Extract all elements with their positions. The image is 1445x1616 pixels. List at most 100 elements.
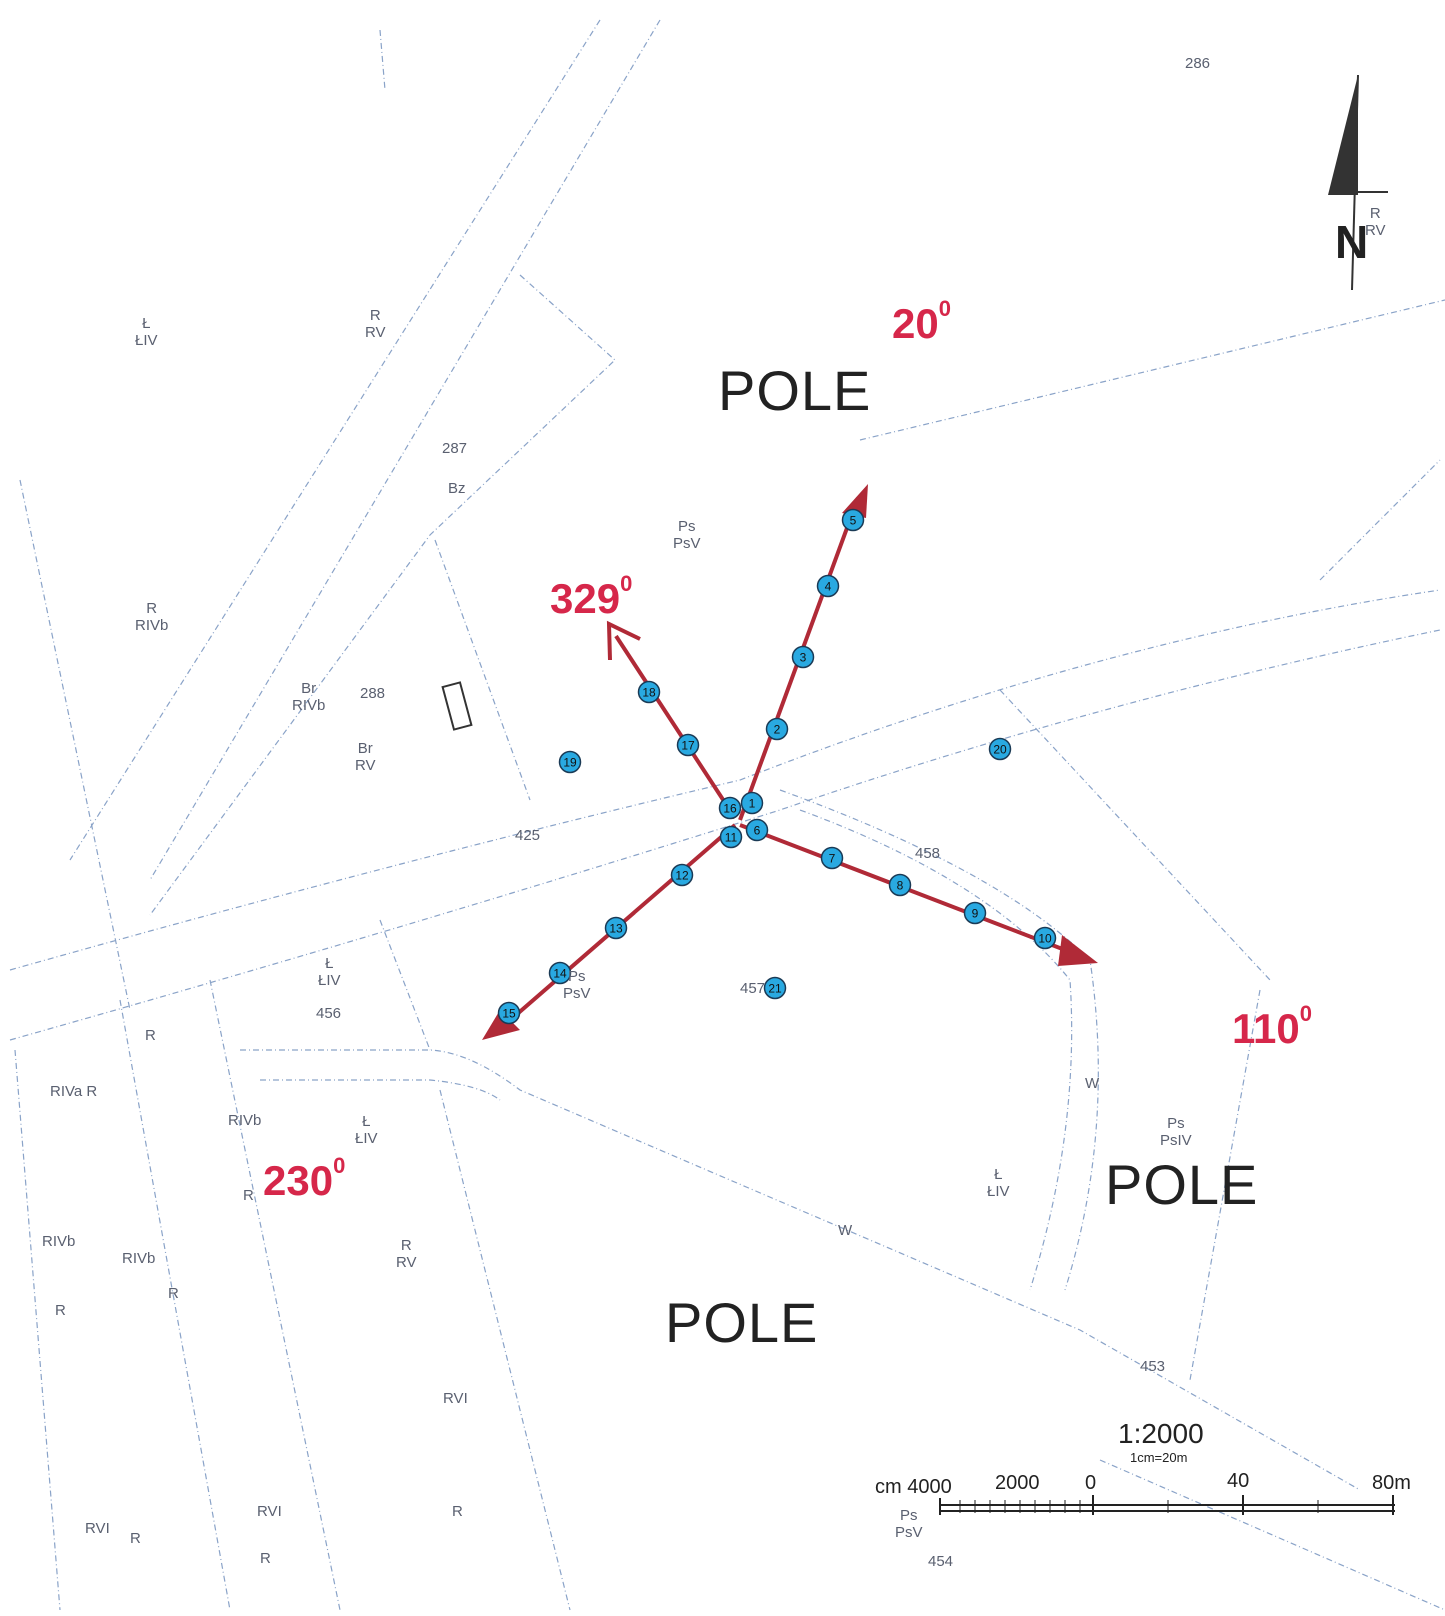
parcel-label: Bz (448, 480, 466, 497)
measurement-point-4: 4 (816, 574, 840, 598)
arrow-329 (614, 634, 737, 820)
measurement-point-11: 11 (719, 825, 743, 849)
parcel-label: 287 (442, 440, 468, 457)
scale-ratio: 1:2000 (1118, 1418, 1204, 1449)
measurement-point-1: 1 (740, 791, 764, 815)
building-outline (441, 681, 473, 731)
measurement-point-2: 2 (765, 717, 789, 741)
measurement-point-label: 11 (725, 831, 738, 845)
parcel-label: Ps PsIV (1160, 1115, 1192, 1149)
measurement-point-label: 15 (502, 1007, 516, 1021)
area-name-pole: POLE (1105, 1153, 1259, 1216)
arrow-230-head (482, 1010, 520, 1040)
measurement-point-14: 14 (548, 961, 572, 985)
direction-label-230: 2300 (263, 1153, 346, 1204)
parcel-label: Ł ŁIV (135, 315, 158, 349)
measurement-point-label: 9 (972, 907, 979, 921)
measurement-point-label: 16 (723, 802, 737, 816)
measurement-point-label: 6 (754, 824, 761, 838)
measurement-point-6: 6 (745, 818, 769, 842)
measurement-point-10: 10 (1033, 926, 1057, 950)
arrow-329-head (606, 620, 641, 661)
direction-label-20: 200 (892, 296, 951, 347)
measurement-point-20: 20 (988, 737, 1012, 761)
measurement-point-15: 15 (497, 1001, 521, 1025)
measurement-point-label: 17 (681, 739, 695, 753)
measurement-point-label: 3 (800, 651, 807, 665)
measurement-point-label: 14 (553, 967, 567, 981)
parcel-label: R RV (1365, 205, 1386, 239)
parcel-label: RIVa R (50, 1083, 98, 1100)
parcel-label: 453 (1140, 1358, 1166, 1375)
parcel-label: Ł ŁIV (318, 955, 341, 989)
parcel-label: 456 (316, 1005, 342, 1022)
direction-label-329: 3290 (550, 571, 633, 622)
measurement-point-5: 5 (841, 508, 865, 532)
scale-tick: 2000 (995, 1472, 1040, 1494)
parcel-label: RVI (257, 1503, 282, 1520)
north-arrow-graphic (1328, 74, 1388, 291)
scale-tick: cm 4000 (875, 1476, 952, 1498)
measurement-point-label: 7 (829, 852, 836, 866)
parcel-label: RIVb (228, 1112, 262, 1129)
parcel-label: R RV (396, 1237, 417, 1271)
scale-tick: 80m (1372, 1472, 1411, 1494)
measurement-point-18: 18 (637, 680, 661, 704)
parcel-label: R (130, 1530, 141, 1547)
area-name-pole: POLE (665, 1291, 819, 1354)
parcel-label: Ł ŁIV (987, 1166, 1010, 1200)
parcel-label: Ps PsV (895, 1507, 923, 1541)
measurement-point-label: 1 (749, 797, 756, 811)
measurement-point-label: 2 (774, 723, 781, 737)
measurement-point-13: 13 (604, 916, 628, 940)
parcel-label: R RV (365, 307, 386, 341)
parcel-label: R (260, 1550, 271, 1567)
measurement-point-3: 3 (791, 645, 815, 669)
parcel-label: Ps PsV (673, 518, 701, 552)
parcel-label: RVI (443, 1390, 468, 1407)
measurement-point-label: 19 (563, 756, 577, 770)
arrow-110-head (1058, 935, 1098, 966)
measurement-point-label: 8 (897, 879, 904, 893)
measurement-point-label: 10 (1038, 932, 1052, 946)
parcel-label: R (452, 1503, 463, 1520)
parcel-label: 286 (1185, 55, 1211, 72)
parcel-label: R (55, 1302, 66, 1319)
scale-bar-graphic (939, 1495, 1395, 1515)
parcel-label: 425 (515, 827, 541, 844)
measurement-point-label: 5 (850, 514, 857, 528)
parcel-label: R (168, 1285, 179, 1302)
parcel-label: 454 (928, 1553, 954, 1570)
parcel-label: R (243, 1187, 254, 1204)
scale-note: 1cm=20m (1130, 1450, 1188, 1465)
measurement-point-label: 4 (825, 580, 832, 594)
scale-tick: 40 (1227, 1470, 1250, 1492)
north-label: N (1335, 216, 1369, 268)
parcel-label: RVI (85, 1520, 110, 1537)
area-name-pole: POLE (718, 359, 872, 422)
measurement-point-9: 9 (963, 901, 987, 925)
measurement-point-label: 12 (675, 869, 689, 883)
measurement-point-12: 12 (670, 863, 694, 887)
parcel-label: 288 (360, 685, 386, 702)
arrow-20-head (842, 484, 868, 518)
parcel-label: W (838, 1222, 853, 1239)
measurement-point-label: 20 (993, 743, 1007, 757)
measurement-point-17: 17 (676, 733, 700, 757)
parcel-label: RIVb (42, 1233, 76, 1250)
measurement-point-7: 7 (820, 846, 844, 870)
scale-tick: 0 (1085, 1472, 1097, 1494)
parcel-label: 458 (915, 845, 941, 862)
measurement-point-label: 13 (609, 922, 623, 936)
parcel-label: W (1085, 1075, 1100, 1092)
measurement-point-19: 19 (558, 750, 582, 774)
direction-label-110: 1100 (1232, 1001, 1313, 1052)
measurement-point-8: 8 (888, 873, 912, 897)
measurement-point-16: 16 (718, 796, 742, 820)
parcel-label: 457 (740, 980, 766, 997)
parcel-label: Ps PsV (563, 968, 591, 1002)
measurement-point-label: 18 (642, 686, 656, 700)
measurement-point-label: 21 (768, 982, 782, 996)
